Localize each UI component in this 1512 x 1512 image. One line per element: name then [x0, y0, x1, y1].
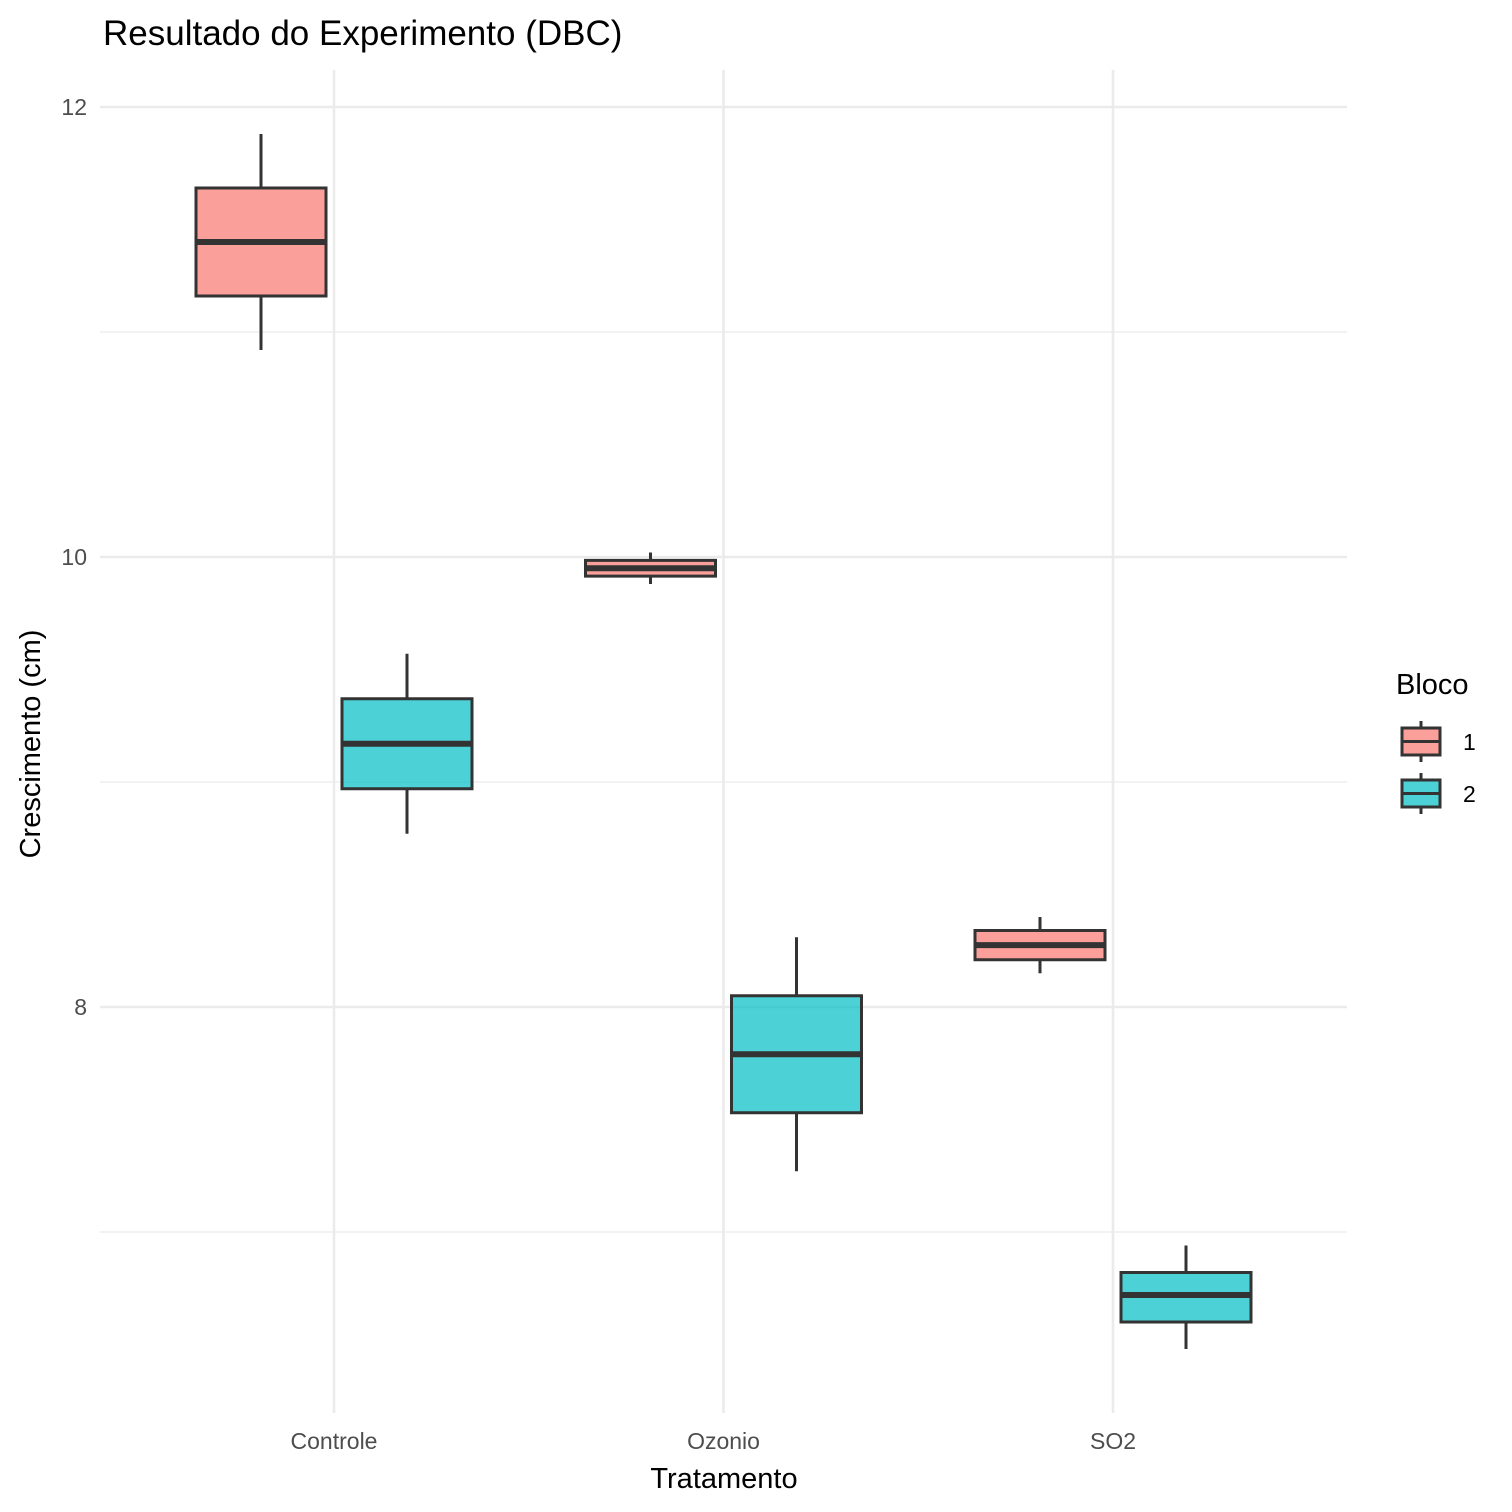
- y-tick-label: 12: [61, 94, 87, 120]
- x-tick-label: Ozonio: [687, 1428, 760, 1454]
- boxes: [194, 134, 1253, 1349]
- box-series-2: [340, 653, 474, 834]
- box-series-1: [194, 134, 328, 350]
- y-tick-label: 8: [74, 994, 87, 1020]
- y-tick-labels: 8 10 12: [61, 94, 87, 1020]
- box-series-1: [584, 552, 717, 584]
- box-series-2: [1119, 1245, 1253, 1349]
- y-axis-title: Crescimento (cm): [15, 630, 47, 859]
- legend-label: 2: [1463, 781, 1476, 807]
- legend-label: 1: [1463, 729, 1476, 755]
- legend-item-2: 2: [1400, 773, 1476, 814]
- x-tick-labels: Controle Ozonio SO2: [291, 1428, 1136, 1454]
- box-series-1: [973, 917, 1107, 974]
- legend-title: Bloco: [1396, 669, 1469, 701]
- grid: [100, 70, 1347, 1413]
- chart-title: Resultado do Experimento (DBC): [103, 14, 622, 53]
- legend-item-1: 1: [1400, 721, 1476, 762]
- x-axis-title: Tratamento: [650, 1463, 797, 1495]
- x-tick-label: Controle: [291, 1428, 378, 1454]
- box-series-2: [730, 937, 863, 1172]
- legend: Bloco 1 2: [1396, 669, 1476, 814]
- x-tick-label: SO2: [1090, 1428, 1136, 1454]
- y-tick-label: 10: [61, 544, 87, 570]
